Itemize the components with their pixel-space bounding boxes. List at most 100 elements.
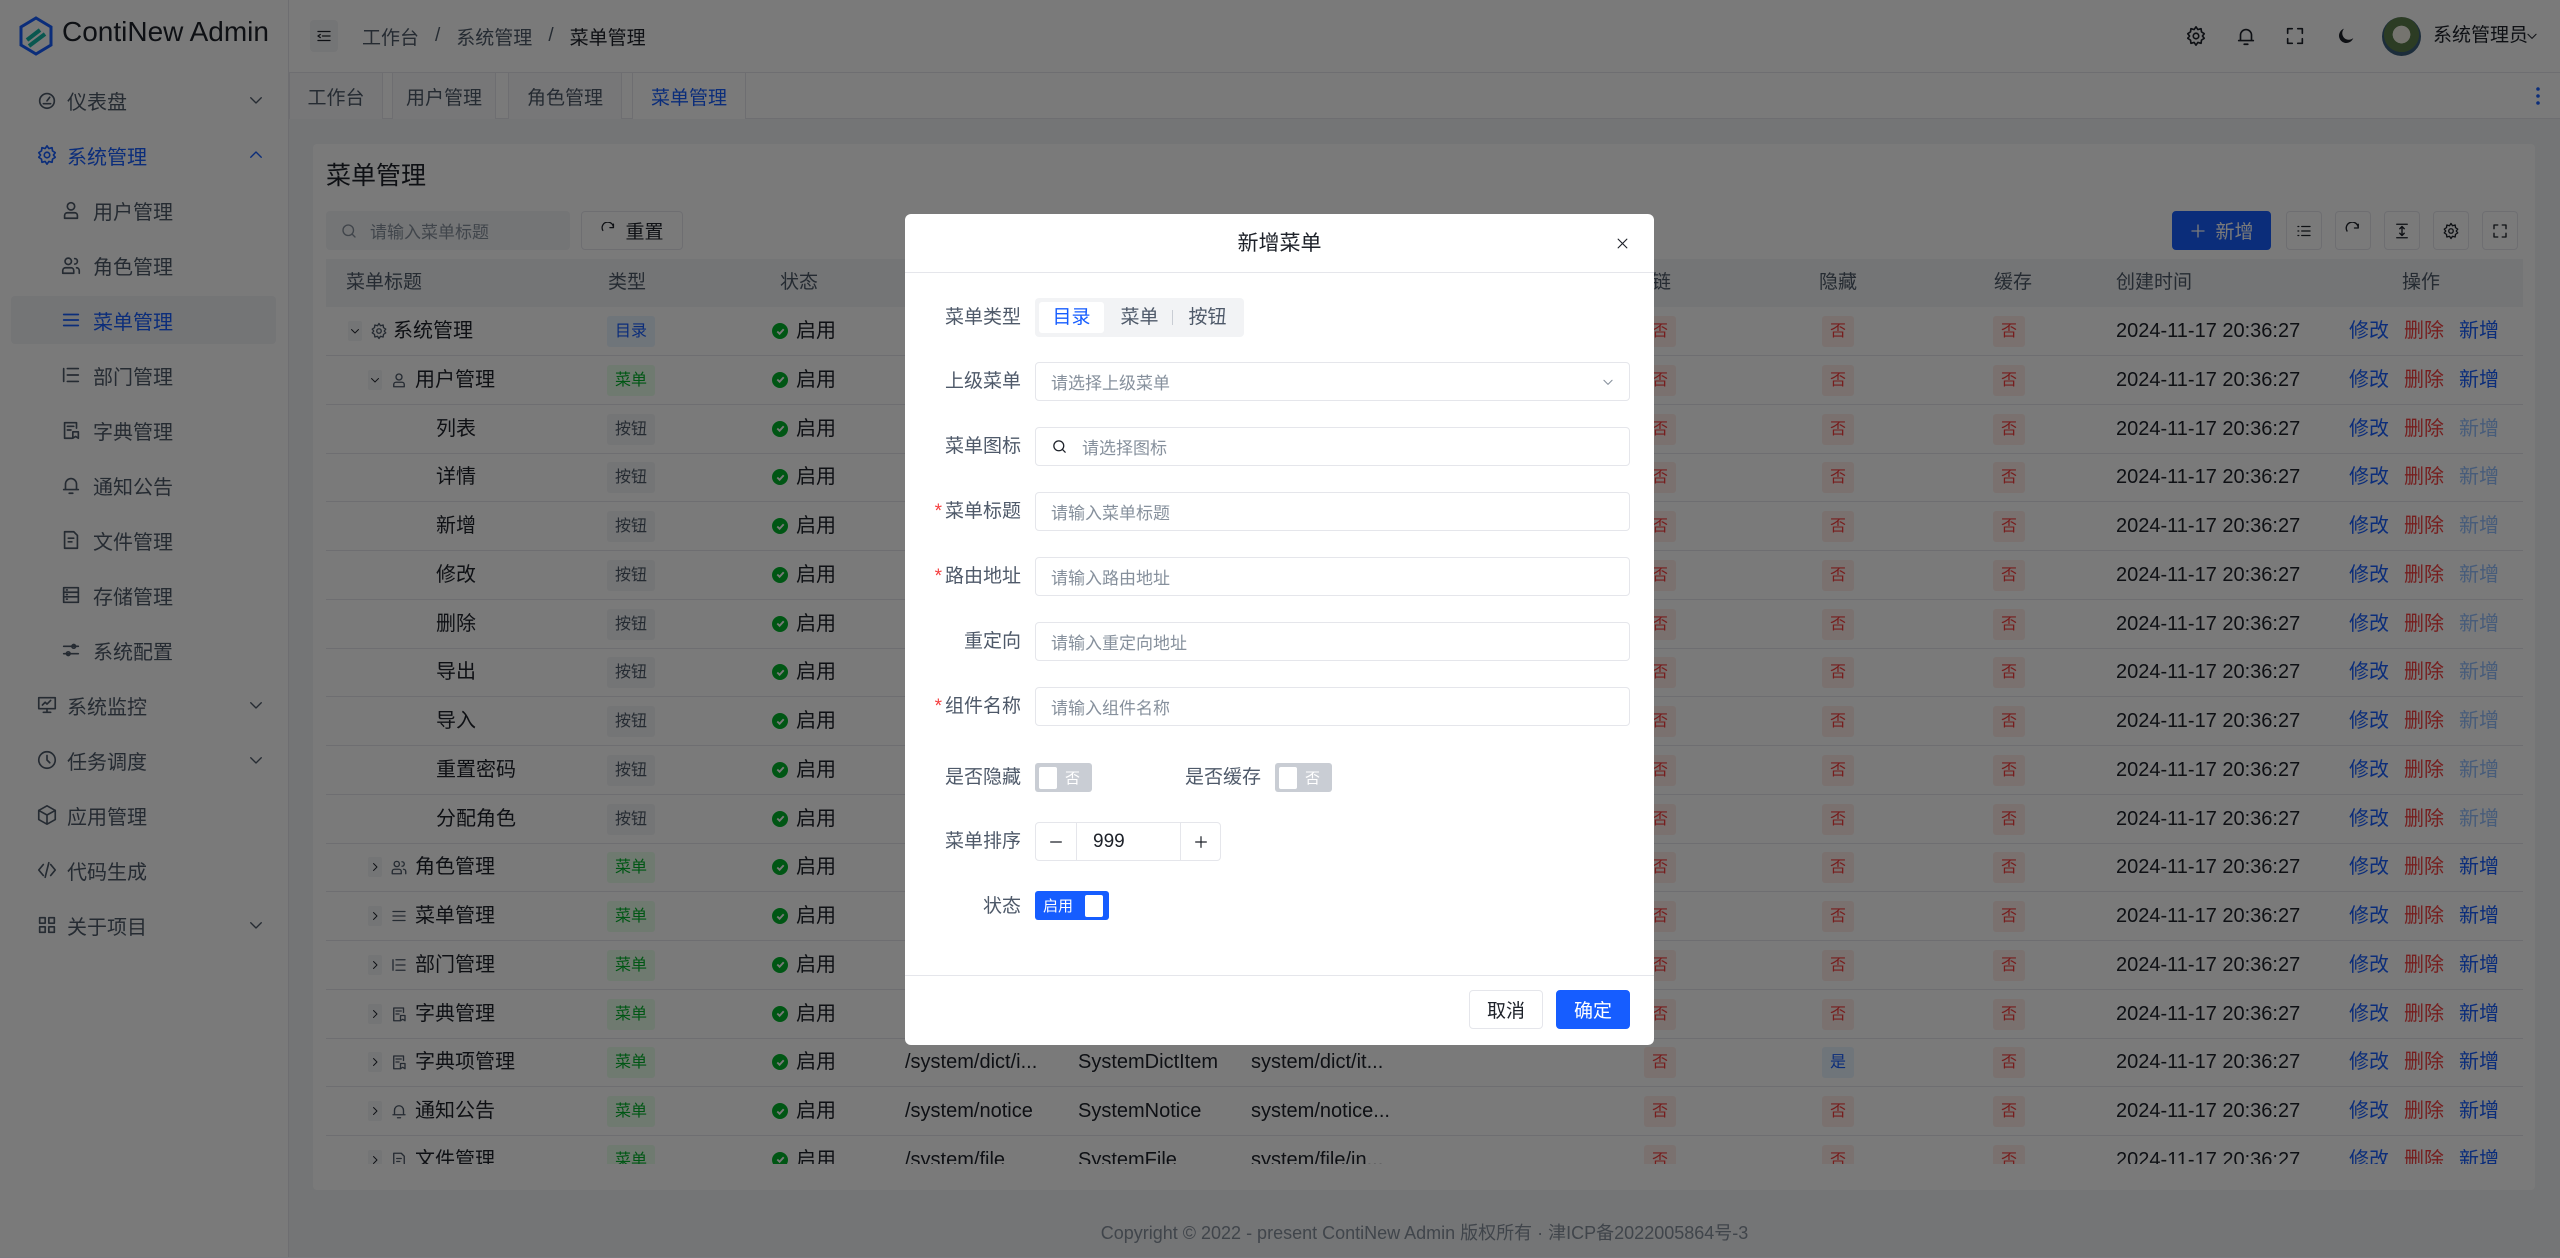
sidebar-item[interactable]: 通知公告: [11, 461, 276, 509]
edit-link[interactable]: 修改: [2349, 1002, 2389, 1025]
add-child-link[interactable]: 新增: [2459, 368, 2499, 391]
edit-link[interactable]: 修改: [2349, 563, 2389, 586]
delete-link[interactable]: 删除: [2404, 1002, 2444, 1025]
add-child-link[interactable]: 新增: [2459, 856, 2499, 879]
menu-title-input[interactable]: 请输入菜单标题: [1035, 492, 1630, 531]
tree-expand-button[interactable]: [368, 906, 382, 926]
dark-mode-moon-icon[interactable]: [2335, 25, 2357, 47]
delete-link[interactable]: 删除: [2404, 466, 2444, 489]
sidebar-item[interactable]: 文件管理: [11, 516, 276, 564]
delete-link[interactable]: 删除: [2404, 368, 2444, 391]
status-switch[interactable]: 启用: [1035, 891, 1109, 920]
delete-link[interactable]: 删除: [2404, 320, 2444, 342]
edit-link[interactable]: 修改: [2349, 1051, 2389, 1074]
expand-all-button[interactable]: [2286, 211, 2322, 250]
collapse-sidebar-button[interactable]: [310, 20, 338, 52]
edit-link[interactable]: 修改: [2349, 466, 2389, 489]
sort-stepper[interactable]: 999: [1035, 822, 1221, 861]
component-name-input[interactable]: 请输入组件名称: [1035, 687, 1630, 726]
sort-value[interactable]: 999: [1093, 831, 1125, 852]
add-child-link[interactable]: 新增: [2459, 953, 2499, 976]
delete-link[interactable]: 删除: [2404, 758, 2444, 781]
edit-link[interactable]: 修改: [2349, 368, 2389, 391]
reset-button[interactable]: 重置: [581, 211, 683, 250]
sidebar-item[interactable]: 系统监控: [11, 681, 276, 729]
menu-type-option-directory[interactable]: 目录: [1039, 302, 1104, 333]
hidden-switch[interactable]: 否: [1035, 763, 1092, 792]
tree-expand-button[interactable]: [368, 1149, 382, 1164]
add-child-link[interactable]: 新增: [2459, 905, 2499, 927]
sidebar-item[interactable]: 部门管理: [11, 351, 276, 399]
menu-icon-picker[interactable]: 请选择图标: [1035, 427, 1630, 466]
user-name[interactable]: 系统管理员: [2433, 25, 2529, 46]
menu-type-option-menu[interactable]: 菜单: [1120, 307, 1159, 328]
sidebar-item[interactable]: 任务调度: [11, 736, 276, 784]
delete-link[interactable]: 删除: [2404, 1148, 2444, 1164]
edit-link[interactable]: 修改: [2349, 612, 2389, 635]
delete-link[interactable]: 删除: [2404, 1100, 2444, 1122]
user-avatar[interactable]: [2382, 17, 2421, 56]
sidebar-item[interactable]: 关于项目: [11, 901, 276, 949]
tab-item[interactable]: 用户管理: [392, 73, 496, 119]
sidebar-item[interactable]: 字典管理: [11, 406, 276, 454]
tree-expand-button[interactable]: [368, 1101, 382, 1121]
close-icon[interactable]: [1615, 236, 1630, 251]
edit-link[interactable]: 修改: [2349, 710, 2389, 732]
refresh-button[interactable]: [2335, 211, 2371, 250]
delete-link[interactable]: 删除: [2404, 1051, 2444, 1074]
delete-link[interactable]: 删除: [2404, 563, 2444, 586]
row-density-button[interactable]: [2384, 211, 2420, 250]
delete-link[interactable]: 删除: [2404, 515, 2444, 537]
edit-link[interactable]: 修改: [2349, 807, 2389, 830]
increment-button[interactable]: [1180, 823, 1220, 860]
sidebar-item[interactable]: 存储管理: [11, 571, 276, 619]
tree-expand-button[interactable]: [348, 321, 362, 341]
tree-expand-button[interactable]: [368, 1003, 382, 1024]
delete-link[interactable]: 删除: [2404, 417, 2444, 440]
fullscreen-icon[interactable]: [2284, 25, 2306, 47]
edit-link[interactable]: 修改: [2349, 905, 2389, 927]
tab-item[interactable]: 菜单管理: [632, 73, 746, 119]
cancel-button[interactable]: 取消: [1469, 990, 1543, 1029]
edit-link[interactable]: 修改: [2349, 1100, 2389, 1122]
edit-link[interactable]: 修改: [2349, 856, 2389, 879]
add-child-link[interactable]: 新增: [2459, 1002, 2499, 1025]
add-menu-button[interactable]: 新增: [2172, 211, 2271, 250]
redirect-input[interactable]: 请输入重定向地址: [1035, 622, 1630, 661]
sidebar-item[interactable]: 菜单管理: [11, 296, 276, 344]
settings-gear-icon[interactable]: [2185, 25, 2207, 47]
breadcrumb-item[interactable]: 系统管理: [456, 27, 533, 49]
sidebar-item[interactable]: 应用管理: [11, 791, 276, 839]
menu-type-option-button[interactable]: 按钮: [1188, 307, 1227, 328]
delete-link[interactable]: 删除: [2404, 807, 2444, 830]
delete-link[interactable]: 删除: [2404, 953, 2444, 976]
search-input[interactable]: 请输入菜单标题: [326, 211, 570, 250]
parent-menu-select[interactable]: 请选择上级菜单: [1035, 362, 1630, 401]
tree-expand-button[interactable]: [368, 954, 382, 975]
tab-item[interactable]: 角色管理: [508, 73, 622, 119]
decrement-button[interactable]: [1036, 823, 1077, 860]
column-settings-button[interactable]: [2433, 211, 2469, 250]
edit-link[interactable]: 修改: [2349, 661, 2389, 684]
edit-link[interactable]: 修改: [2349, 515, 2389, 537]
edit-link[interactable]: 修改: [2349, 758, 2389, 781]
add-child-link[interactable]: 新增: [2459, 1148, 2499, 1164]
tab-item[interactable]: 工作台: [289, 73, 383, 119]
notification-bell-icon[interactable]: [2235, 25, 2257, 47]
sidebar-item[interactable]: 用户管理: [11, 186, 276, 234]
chevron-down-icon[interactable]: [2525, 29, 2539, 43]
delete-link[interactable]: 删除: [2404, 612, 2444, 635]
sidebar-item[interactable]: 系统管理: [11, 131, 276, 179]
sidebar-item[interactable]: 角色管理: [11, 241, 276, 289]
add-child-link[interactable]: 新增: [2459, 1051, 2499, 1074]
delete-link[interactable]: 删除: [2404, 661, 2444, 684]
delete-link[interactable]: 删除: [2404, 710, 2444, 732]
more-vertical-icon[interactable]: [2534, 85, 2542, 107]
confirm-button[interactable]: 确定: [1556, 990, 1630, 1029]
tree-expand-button[interactable]: [368, 1052, 382, 1073]
edit-link[interactable]: 修改: [2349, 953, 2389, 976]
edit-link[interactable]: 修改: [2349, 417, 2389, 440]
route-input[interactable]: 请输入路由地址: [1035, 557, 1630, 596]
tree-expand-button[interactable]: [368, 369, 382, 390]
delete-link[interactable]: 删除: [2404, 905, 2444, 927]
